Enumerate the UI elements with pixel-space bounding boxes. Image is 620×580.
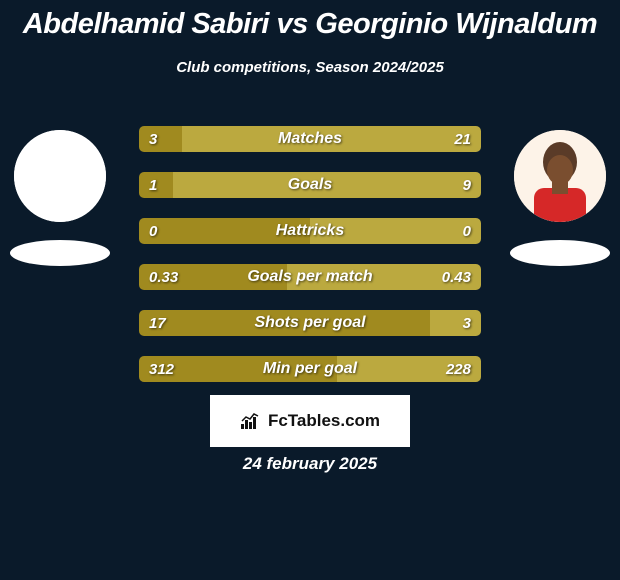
stat-value-left: 1	[149, 172, 157, 198]
club-badge-left	[10, 240, 110, 266]
stat-row: Hattricks0 0	[139, 218, 481, 244]
avatar-right-photo	[514, 130, 606, 222]
stat-label: Goals	[139, 172, 481, 198]
stat-value-left: 17	[149, 310, 166, 336]
avatar-left-placeholder-icon	[14, 130, 106, 222]
avatar-right-placeholder-icon	[514, 130, 606, 222]
stat-row: Goals per match0.33 0.43	[139, 264, 481, 290]
stat-value-right: 0.43	[442, 264, 471, 290]
stat-value-right: 9	[463, 172, 471, 198]
stat-row: Min per goal312 228	[139, 356, 481, 382]
stat-value-left: 312	[149, 356, 174, 382]
date-text: 24 february 2025	[0, 454, 620, 474]
stat-value-left: 0.33	[149, 264, 178, 290]
stats-bars: Matches321Goals19Hattricks00Goals per ma…	[139, 126, 481, 382]
stat-label: Goals per match	[139, 264, 481, 290]
club-badge-right	[510, 240, 610, 266]
stat-label: Hattricks	[139, 218, 481, 244]
stat-value-right: 21	[454, 126, 471, 152]
brand-logo-icon	[240, 412, 262, 430]
stat-value-left: 3	[149, 126, 157, 152]
subtitle: Club competitions, Season 2024/2025	[0, 59, 620, 76]
player-left	[10, 130, 110, 266]
stat-value-right: 3	[463, 310, 471, 336]
stat-row: Shots per goal17 3	[139, 310, 481, 336]
stat-label: Min per goal	[139, 356, 481, 382]
player-right	[510, 130, 610, 266]
avatar-left-photo	[14, 130, 106, 222]
stat-value-right: 0	[463, 218, 471, 244]
page-title: Abdelhamid Sabiri vs Georginio Wijnaldum	[0, 0, 620, 41]
stat-value-left: 0	[149, 218, 157, 244]
stat-value-right: 228	[446, 356, 471, 382]
stat-label: Matches	[139, 126, 481, 152]
stat-label: Shots per goal	[139, 310, 481, 336]
comparison-infographic: Abdelhamid Sabiri vs Georginio Wijnaldum…	[0, 0, 620, 580]
brand-text: FcTables.com	[268, 411, 380, 431]
stat-row: Matches3 21	[139, 126, 481, 152]
stat-row: Goals1 9	[139, 172, 481, 198]
footer-brand-box: FcTables.com	[210, 395, 410, 447]
